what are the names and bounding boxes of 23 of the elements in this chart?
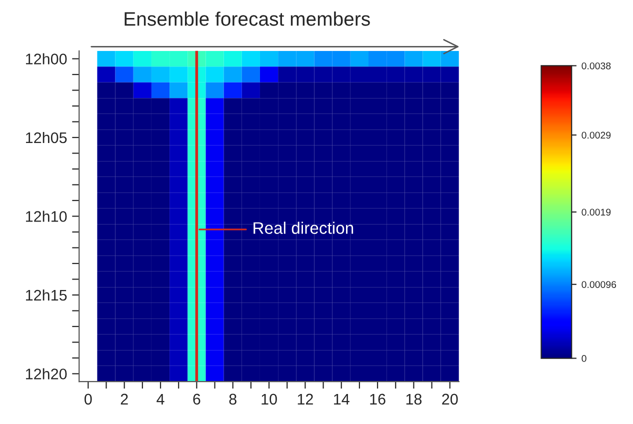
color-bar-label: 0 [582,355,586,362]
y-tick-label: 12h00 [26,53,67,64]
color-bar-label: 0.00096 [582,281,616,288]
x-tick-label: 16 [370,394,386,405]
x-tick-label: 20 [442,394,458,405]
chart-title: Ensemble forecast members [124,12,370,26]
y-tick-label: 12h20 [26,368,67,380]
color-bar-label: 0.0019 [582,208,611,216]
x-tick-label: 4 [156,394,164,404]
x-tick-label: 12 [298,394,313,404]
y-tick-label: 12h05 [26,132,67,144]
color-bar-label: 0.0029 [582,132,611,139]
x-tick-label: 18 [406,394,422,405]
x-tick-label: 0 [84,394,92,405]
x-tick-label: 8 [229,394,236,405]
color-bar-label: 0.0038 [582,62,611,70]
x-tick-label: 14 [334,394,350,404]
x-tick-label: 10 [262,394,277,405]
annotation: Real direction [254,222,354,234]
y-tick-label: 12h15 [26,289,67,301]
x-tick-label: 6 [193,394,200,405]
y-tick-label: 12h10 [26,210,67,222]
x-tick-label: 2 [120,394,128,404]
